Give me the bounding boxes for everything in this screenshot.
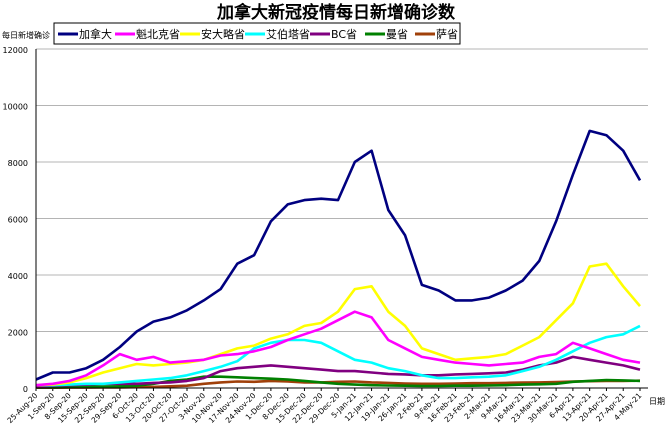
legend-label: 艾伯塔省 [266,27,310,41]
y-tick-label: 8000 [8,159,28,168]
series-line [36,324,641,387]
y-tick-label: 0 [23,385,28,394]
series-line [35,262,641,387]
y-tick-label: 12000 [3,46,28,55]
y-axis-label: 每日新增确诊 [2,30,50,40]
legend-label: 萨省 [436,28,458,41]
series-line [35,310,641,387]
series-lines [35,129,642,390]
legend-label: 安大略省 [201,27,245,41]
y-tick-label: 6000 [8,216,28,225]
legend-label: 加拿大 [79,27,112,41]
legend-label: BC省 [331,28,357,41]
x-axis-ticks: 25-Aug-201-Sep-208-Sep-2015-Sep-2022-Sep… [5,388,644,425]
y-tick-label: 2000 [8,329,28,338]
legend-label: 魁北克省 [136,27,180,41]
x-axis-label: 日期 [649,397,665,406]
chart-title: 加拿大新冠疫情每日新增确诊数 [216,2,456,23]
y-tick-label: 10000 [3,103,28,112]
series-line [36,375,641,389]
series-line [35,129,642,381]
legend: 加拿大 魁北克省 安大略省 艾伯塔省 BC省 曼省 萨省 [58,27,458,41]
y-axis-ticks: 0 2000 4000 6000 8000 10000 12000 [3,46,28,394]
y-tick-label: 4000 [8,272,28,281]
series-line [36,379,641,390]
legend-label: 曼省 [386,28,408,41]
